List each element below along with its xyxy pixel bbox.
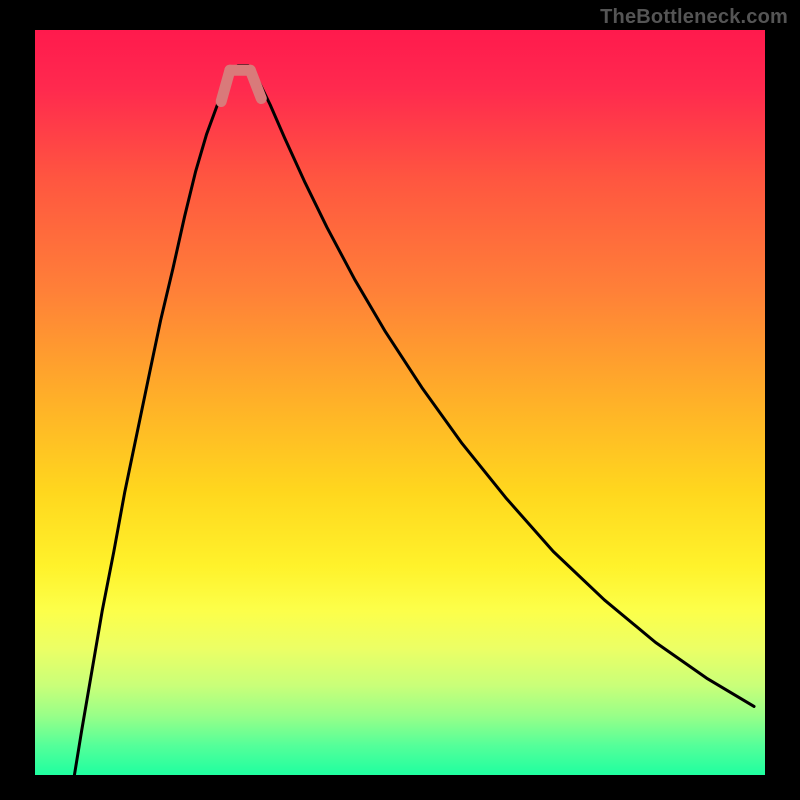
watermark-text: TheBottleneck.com bbox=[600, 6, 788, 29]
stage: TheBottleneck.com bbox=[0, 0, 800, 800]
bottleneck-chart bbox=[0, 0, 800, 800]
